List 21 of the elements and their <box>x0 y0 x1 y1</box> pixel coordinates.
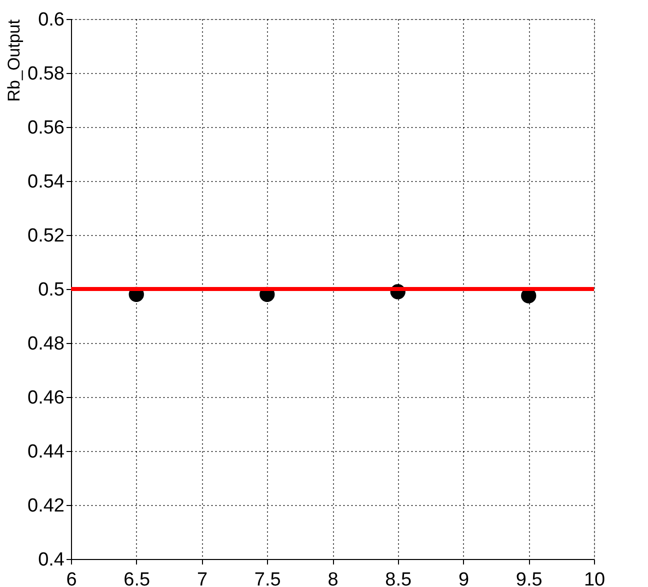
x-tick-label: 10 <box>584 570 606 587</box>
y-tick-label: 0.56 <box>28 118 64 138</box>
x-tick-label: 6.5 <box>124 570 150 587</box>
x-tick-label: 8 <box>328 570 338 587</box>
y-tick-label: 0.4 <box>38 550 65 570</box>
y-tick-label: 0.44 <box>28 442 65 462</box>
x-tick-label: 7.5 <box>254 570 281 587</box>
x-tick-label: 9.5 <box>516 570 542 587</box>
x-tick-label: 8.5 <box>385 570 412 587</box>
x-tick-label: 9 <box>458 570 470 587</box>
y-axis-title: Rb_Output <box>4 19 24 102</box>
y-tick-label: 0.46 <box>28 388 64 408</box>
y-tick-label: 0.6 <box>38 10 64 30</box>
y-tick-label: 0.48 <box>28 334 64 354</box>
y-tick-label: 0.5 <box>38 280 64 300</box>
y-tick-label: 0.52 <box>28 226 64 246</box>
x-tick-label: 7 <box>196 570 208 587</box>
x-tick-label: 6 <box>66 570 77 587</box>
y-tick-label: 0.54 <box>28 172 65 192</box>
y-tick-label: 0.42 <box>28 496 64 516</box>
y-tick-label: 0.58 <box>28 64 64 84</box>
